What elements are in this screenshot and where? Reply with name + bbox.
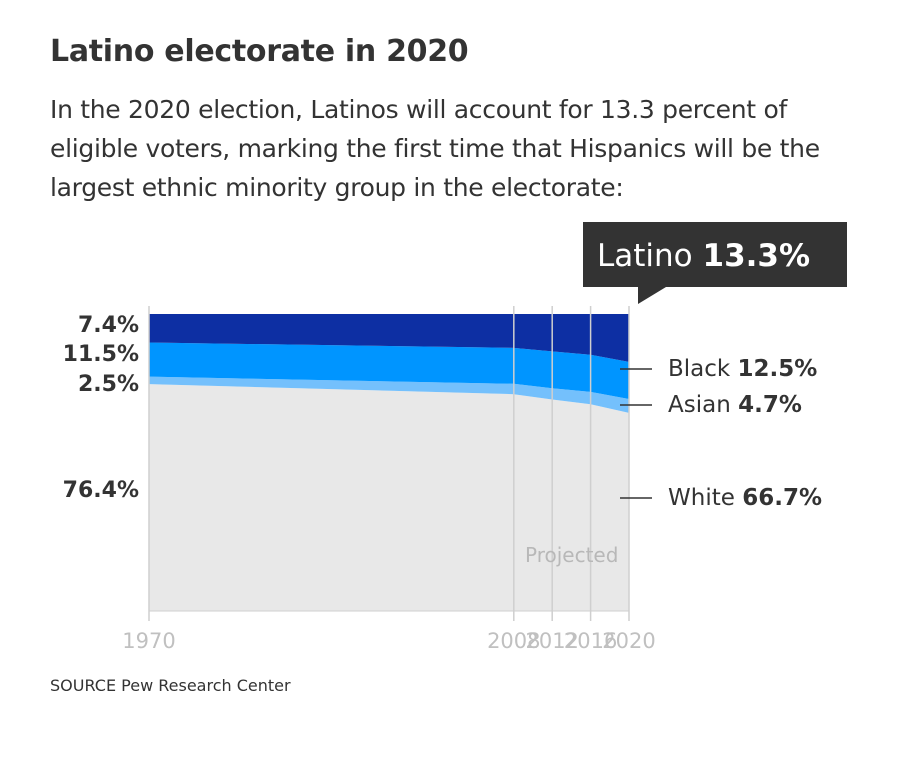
start-label-black: 11.5% — [63, 342, 139, 367]
callout-value: 13.3% — [703, 238, 811, 274]
source-note: SOURCE Pew Research Center — [50, 676, 291, 695]
end-label-name: Asian — [668, 392, 738, 418]
end-label-value: 4.7% — [738, 392, 802, 418]
chart-subtitle: In the 2020 election, Latinos will accou… — [50, 95, 820, 202]
x-tick-label: 1970 — [122, 629, 175, 653]
x-tick-label: 2016 — [564, 629, 617, 653]
start-label-latino: 7.4% — [78, 313, 139, 338]
area-asian — [149, 376, 629, 413]
end-labels: Black 12.5%Asian 4.7%White 66.7% — [620, 356, 822, 511]
x-tick-label: 2020 — [602, 629, 655, 653]
x-tick-label: 2008 — [487, 629, 540, 653]
end-label-name: White — [668, 485, 742, 511]
end-label-value: 66.7% — [742, 485, 822, 511]
end-label-black: Black 12.5% — [668, 356, 817, 382]
end-label-white: White 66.7% — [668, 485, 822, 511]
area-white — [149, 384, 629, 611]
callout-name: Latino — [597, 238, 703, 274]
area-layer — [149, 314, 629, 611]
x-tick-label: 2012 — [525, 629, 578, 653]
start-label-asian: 2.5% — [78, 372, 139, 397]
end-label-asian: Asian 4.7% — [668, 392, 802, 418]
chart-title: Latino electorate in 2020 — [50, 34, 469, 69]
area-latino — [149, 314, 629, 362]
area-black — [149, 342, 629, 399]
end-label-value: 12.5% — [738, 356, 818, 382]
start-label-white: 76.4% — [63, 478, 139, 503]
callout-box — [583, 222, 847, 304]
callout-label: Latino 13.3% — [597, 238, 810, 274]
projected-annotation: Projected — [525, 543, 618, 567]
latino-callout: Latino 13.3% — [583, 222, 847, 304]
end-label-name: Black — [668, 356, 738, 382]
gridline-layer — [148, 306, 630, 621]
start-percent-labels: 7.4% 11.5% 2.5% 76.4% — [63, 313, 139, 503]
